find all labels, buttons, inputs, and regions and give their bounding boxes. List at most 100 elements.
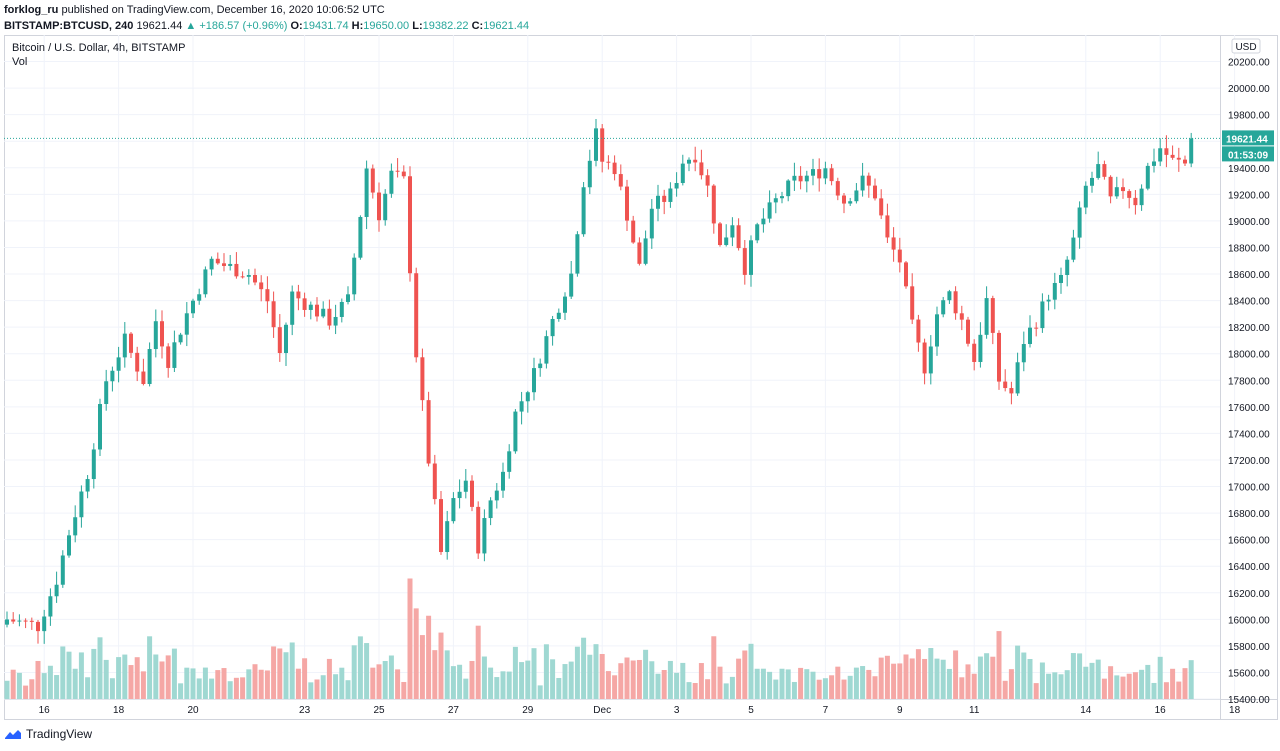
candle-body [575, 234, 580, 274]
time-tick-label: 14 [1080, 705, 1092, 716]
price-tick-label: 15400.00 [1228, 695, 1270, 706]
volume-bar [357, 636, 363, 699]
candle-body [569, 273, 574, 297]
volume-bar [853, 667, 859, 699]
volume-bar [128, 665, 134, 699]
candle-body [1028, 327, 1032, 345]
candle-body [1040, 301, 1045, 329]
candle-body [209, 258, 214, 270]
candle-body [953, 291, 958, 314]
candle-body [203, 269, 208, 295]
author-name[interactable]: forklog_ru [4, 4, 59, 16]
candle-body [339, 301, 344, 317]
candle-body [60, 555, 65, 585]
countdown-label: 01:53:09 [1228, 150, 1268, 161]
price-tick-label: 20000.00 [1228, 84, 1270, 95]
price-tick-label: 15800.00 [1228, 642, 1270, 653]
candle-body [792, 175, 797, 181]
change-arrow: ▲ [185, 20, 197, 32]
candle-body [525, 392, 530, 402]
candle-body [972, 343, 977, 362]
candle-body [767, 202, 772, 219]
candle-body [680, 163, 685, 184]
price-tick-label: 16800.00 [1228, 509, 1270, 520]
candle-body [1133, 197, 1138, 206]
last-price: 19621.44 [136, 20, 183, 32]
volume-bar [91, 648, 97, 699]
volume-bar [395, 669, 401, 699]
candlestick-chart[interactable]: 15400.00 15600.00 15800.00 16000.00 16200.00… [4, 35, 1278, 720]
volume-bar [1182, 668, 1188, 699]
candle-body [1065, 259, 1070, 275]
candle-body [147, 349, 152, 384]
volume-bar [878, 657, 884, 699]
tradingview-logo-icon [5, 730, 21, 739]
candle-body [457, 491, 462, 499]
volume-bar [23, 685, 29, 699]
candle-body [860, 175, 865, 191]
volume-bar [333, 674, 339, 699]
time-tick-label: 27 [448, 705, 460, 716]
volume-bar [345, 680, 351, 699]
candle-body [532, 368, 536, 393]
candle-body [240, 276, 245, 278]
volume-bar [227, 681, 233, 699]
time-tick-label: 5 [748, 705, 754, 716]
candle-body [749, 240, 753, 275]
time-axis[interactable]: 16 18 20 23 25 27 29 Dec 3 5 7 9 11 14 16 18 [39, 705, 1241, 716]
close-label: C: [471, 20, 484, 32]
candle-body [618, 174, 623, 187]
volume-bar [1008, 669, 1014, 699]
open-label: O: [290, 20, 303, 32]
volume-bar [1039, 662, 1045, 699]
volume-bar [432, 650, 438, 699]
chart-area[interactable]: 15400.00 15600.00 15800.00 16000.00 16200.00… [4, 35, 1278, 720]
candle-body [550, 318, 555, 337]
volume-bar [41, 673, 47, 699]
volume-bar [1002, 680, 1008, 699]
candle-body [451, 498, 456, 522]
volume-bar [1070, 653, 1076, 699]
currency-box[interactable] [1231, 38, 1261, 54]
candle-body [780, 196, 784, 199]
candle-body [1170, 154, 1175, 158]
candle-body [184, 313, 189, 335]
volume-bar [1089, 662, 1095, 699]
volume-bar [667, 660, 673, 699]
volume-bar [1064, 670, 1070, 699]
candle-body [891, 237, 896, 250]
chart-frame [4, 35, 1278, 720]
volume-bar [506, 671, 512, 699]
volume-bar [1120, 676, 1126, 699]
candle-body [364, 168, 369, 217]
candle-body [191, 300, 195, 314]
volume-bar [1077, 653, 1083, 699]
candle-body [773, 198, 778, 203]
volume-bar [946, 668, 952, 699]
candle-body [23, 620, 28, 622]
candle-body [804, 175, 809, 182]
volume-bar [686, 682, 692, 699]
volume-bar [326, 658, 332, 699]
price-tick-label: 16400.00 [1228, 562, 1270, 573]
volume-bar [407, 578, 413, 699]
price-tick-label: 19400.00 [1228, 164, 1270, 175]
price-axis[interactable]: 15400.00 15600.00 15800.00 16000.00 16200.00… [1222, 58, 1274, 706]
footer-brand[interactable]: TradingView [26, 727, 93, 741]
candle-body [54, 584, 59, 597]
candle-body [153, 321, 158, 350]
candle-body [922, 342, 927, 374]
volume-bar [72, 668, 78, 699]
volume-bar [444, 650, 450, 699]
price-tick-label: 19200.00 [1228, 190, 1270, 201]
candle-body [625, 186, 629, 221]
candle-body [829, 168, 834, 182]
candle-body [507, 451, 512, 472]
legend-title: Bitcoin / U.S. Dollar, 4h, BITSTAMP [12, 42, 185, 54]
candle-body [631, 220, 636, 243]
currency-label[interactable]: USD [1235, 42, 1256, 53]
volume-bar [798, 667, 804, 699]
volume-bar [649, 661, 655, 699]
candle-body [290, 291, 295, 325]
volume-bar [370, 667, 376, 699]
